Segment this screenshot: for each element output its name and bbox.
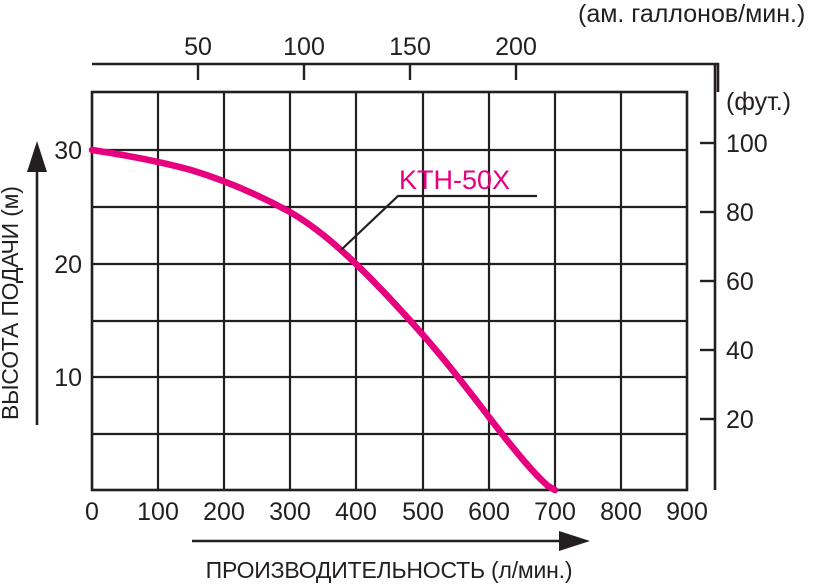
- top-axis-group: 50 100 150 200 (ам. галлонов/мин.): [92, 0, 805, 92]
- left-axis-label-10: 10: [54, 364, 82, 392]
- bottom-axis-label-200: 200: [203, 498, 245, 526]
- left-axis-arrow-head-icon: [27, 141, 47, 172]
- plot-grid: [90, 90, 689, 492]
- right-axis-group: 100 80 60 40 20 (фут.): [700, 64, 791, 490]
- bottom-axis-arrow-head-icon: [559, 531, 590, 551]
- left-axis-label-20: 20: [54, 251, 82, 279]
- series-kth-50x: [88, 146, 559, 494]
- top-axis-rule: [92, 62, 720, 92]
- right-axis-label-20: 20: [726, 406, 754, 434]
- bottom-axis-label-500: 500: [402, 498, 444, 526]
- series-annotation: KTH-50X: [340, 165, 537, 251]
- bottom-axis-label-600: 600: [468, 498, 510, 526]
- bottom-axis-title: ПРОИЗВОДИТЕЛЬНОСТЬ (л/мин.): [206, 557, 573, 583]
- top-axis-label-200: 200: [495, 33, 537, 61]
- bottom-axis-label-400: 400: [335, 498, 377, 526]
- bottom-axis-label-700: 700: [534, 498, 576, 526]
- top-axis-label-150: 150: [389, 33, 431, 61]
- left-axis-label-30: 30: [54, 137, 82, 165]
- bottom-axis-label-800: 800: [600, 498, 642, 526]
- right-axis-unit-label: (фут.): [726, 88, 791, 116]
- left-axis-group: 30 20 10 ВЫСОТА ПОДАЧИ (м): [0, 137, 82, 425]
- series-label-kth-50x: KTH-50X: [399, 165, 510, 195]
- bottom-axis-label-0: 0: [85, 498, 99, 526]
- series-leader-line: [340, 194, 537, 251]
- curve-kth-50x: [88, 146, 559, 494]
- plot-frame: [90, 90, 689, 492]
- bottom-axis-label-300: 300: [269, 498, 311, 526]
- right-axis-label-40: 40: [726, 337, 754, 365]
- top-axis-unit-label: (ам. галлонов/мин.): [578, 0, 805, 28]
- right-axis-label-80: 80: [726, 199, 754, 227]
- top-axis-label-50: 50: [184, 33, 212, 61]
- bottom-axis-group: 0 100 200 300 400 500 600 700 800 900 ПР…: [85, 498, 708, 583]
- bottom-axis-label-100: 100: [137, 498, 179, 526]
- left-axis-title: ВЫСОТА ПОДАЧИ (м): [0, 186, 23, 420]
- bottom-axis-label-900: 900: [666, 498, 708, 526]
- right-axis-label-60: 60: [726, 268, 754, 296]
- top-axis-label-100: 100: [283, 33, 325, 61]
- right-axis-label-100: 100: [726, 130, 768, 158]
